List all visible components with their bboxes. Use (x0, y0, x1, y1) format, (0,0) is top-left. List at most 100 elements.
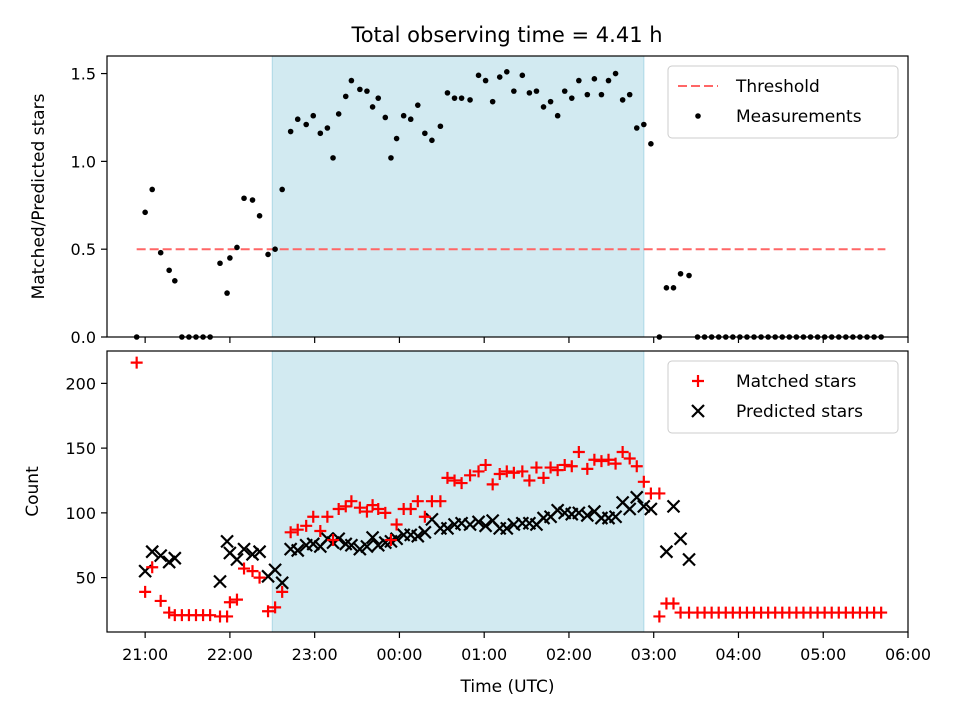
measurement-point (677, 270, 684, 277)
legend-predicted-swatch (691, 404, 705, 418)
predicted-star-point (360, 539, 374, 554)
measurement-point (342, 93, 349, 100)
measurement-point (234, 244, 240, 251)
predicted-star-point (275, 576, 289, 590)
measurement-point (414, 102, 421, 108)
predicted-star-point (659, 544, 674, 559)
measurement-point (388, 155, 394, 161)
matched-star-point (516, 465, 529, 478)
bottom-plot-frame (106, 350, 909, 633)
measurement-point (533, 88, 540, 94)
matched-star-point (223, 596, 236, 609)
measurement-point (227, 255, 233, 261)
matched-star-point (493, 468, 506, 481)
measurement-point (576, 77, 582, 84)
measurement-point (489, 98, 496, 105)
predicted-star-point (682, 552, 696, 567)
measurement-point (324, 125, 331, 131)
measurement-point (310, 112, 317, 119)
legend-label: Threshold (735, 77, 820, 97)
matched-star-point (418, 510, 431, 523)
predicted-star-point (245, 547, 260, 562)
measurement-point (554, 112, 561, 119)
measurement-point (357, 86, 363, 93)
measurement-point (686, 272, 692, 279)
bottom-y-axis-label: Count (23, 466, 43, 517)
matched-star-point (130, 356, 143, 369)
counts-series (130, 356, 888, 623)
measurement-point (407, 116, 414, 123)
y-tick-label: 0.0 (71, 328, 96, 347)
matched-star-point (455, 477, 468, 490)
measurement-point (166, 267, 172, 274)
predicted-star-point (550, 503, 565, 518)
predicted-star-point (353, 542, 367, 556)
measurement-point (364, 88, 370, 94)
y-tick-label: 0.5 (71, 240, 96, 259)
matched-star-point (154, 594, 167, 607)
x-tick-label: 06:00 (885, 645, 931, 664)
measurement-point (626, 91, 633, 98)
top-axis-ticks: 0.0 0.5 1.0 1.5 (71, 65, 909, 347)
legend-label: Predicted stars (736, 402, 863, 422)
matched-star-point (448, 474, 461, 487)
legend-measurement-swatch (695, 113, 701, 119)
predicted-star-point (252, 544, 267, 559)
matched-star-point (479, 458, 492, 471)
measurement-point (265, 251, 271, 258)
measurement-point (172, 278, 178, 284)
matched-star-point (472, 465, 485, 478)
matched-star-point (537, 471, 550, 484)
predicted-star-point (213, 574, 227, 589)
matched-star-point (146, 561, 159, 574)
matched-star-point (300, 519, 313, 532)
matched-star-point (221, 610, 234, 623)
matched-star-point (404, 502, 417, 515)
measurement-point (503, 69, 510, 75)
top-legend: Threshold Measurements (667, 65, 899, 139)
legend-label: Measurements (736, 107, 862, 127)
matched-star-point (588, 453, 601, 466)
matched-star-point (653, 487, 666, 500)
matched-star-point (411, 495, 424, 508)
matched-star-point (262, 605, 275, 618)
measurement-point (591, 76, 598, 82)
measurement-point (540, 104, 547, 110)
matched-star-point (434, 495, 447, 508)
predicted-star-point (608, 509, 623, 524)
matched-star-point (238, 562, 251, 575)
matched-star-point (609, 457, 622, 470)
measurement-point (157, 249, 164, 256)
predicted-star-point (580, 508, 595, 523)
matched-star-point (372, 502, 385, 515)
top-y-axis-label: Matched/Predicted stars (29, 93, 49, 299)
predicted-star-point (389, 531, 404, 546)
matched-star-point (327, 534, 340, 547)
measurement-point (224, 290, 230, 296)
predicted-star-point (371, 538, 386, 553)
matched-star-point (390, 518, 403, 531)
bottom-panel: 50 100 150 200 21:00 22:00 23:00 00:00 01:00 02:0… (23, 350, 931, 697)
x-tick-label: 22:00 (207, 645, 253, 664)
legend-box (667, 65, 899, 139)
matched-star-point (523, 474, 536, 487)
predicted-star-point (331, 531, 346, 546)
measurement-point (598, 91, 605, 98)
matched-star-point (623, 452, 636, 465)
measurement-point (287, 128, 294, 135)
matched-star-point (530, 461, 543, 474)
y-tick-label: 100 (65, 504, 96, 523)
matched-star-point (500, 465, 513, 478)
matched-star-point (486, 478, 499, 491)
measurement-point (330, 155, 336, 161)
matched-star-point (345, 495, 358, 508)
measurement-point (670, 285, 677, 291)
measurement-point (272, 246, 278, 252)
matched-star-point (616, 446, 629, 459)
measurement-point (568, 95, 575, 101)
matched-star-point (246, 565, 259, 578)
predicted-star-point (629, 490, 644, 505)
measurement-point (511, 88, 517, 94)
x-tick-label: 21:00 (122, 645, 168, 664)
predicted-star-point (622, 502, 637, 516)
